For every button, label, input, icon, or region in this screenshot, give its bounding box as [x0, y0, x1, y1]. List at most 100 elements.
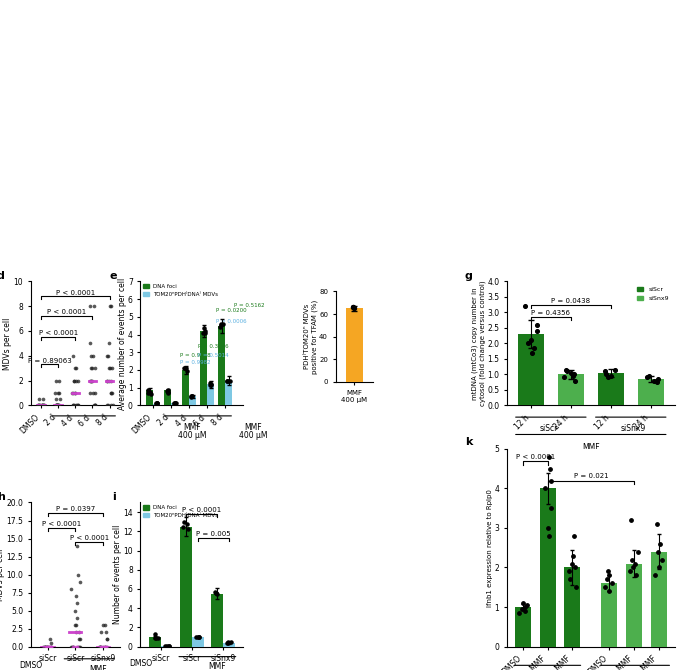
Point — [531, 320, 542, 330]
Bar — [346, 308, 363, 382]
Point — [95, 641, 106, 652]
Point — [562, 366, 573, 377]
Text: P < 0.0001: P < 0.0001 — [70, 535, 109, 541]
Point — [95, 641, 106, 652]
Point — [522, 600, 533, 610]
Point — [42, 641, 53, 652]
Point — [569, 562, 580, 573]
Point — [544, 452, 555, 462]
Bar — [540, 488, 556, 647]
Point — [68, 350, 79, 361]
Point — [38, 400, 49, 411]
Point — [514, 608, 525, 618]
Point — [45, 641, 55, 652]
Point — [86, 362, 97, 373]
Point — [45, 641, 55, 652]
Point — [193, 632, 204, 643]
Point — [86, 350, 97, 361]
Point — [656, 554, 667, 565]
Bar — [219, 326, 225, 405]
Point — [601, 369, 612, 380]
Text: 400 μM: 400 μM — [577, 452, 605, 462]
Point — [652, 546, 663, 557]
Point — [71, 598, 82, 608]
Point — [142, 385, 153, 395]
Point — [103, 350, 114, 361]
Point — [186, 391, 197, 401]
Point — [69, 387, 80, 398]
Text: MMF: MMF — [209, 663, 226, 670]
Point — [566, 558, 577, 569]
Point — [106, 387, 117, 398]
Text: siScr: siScr — [540, 424, 558, 433]
Text: DMSO: DMSO — [129, 659, 152, 668]
Text: d: d — [0, 271, 5, 281]
Point — [654, 539, 665, 549]
Point — [600, 582, 611, 592]
Point — [520, 606, 531, 616]
Point — [206, 379, 217, 390]
Point — [41, 641, 52, 652]
Point — [101, 641, 112, 652]
Point — [169, 397, 179, 408]
Point — [45, 641, 56, 652]
Text: h: h — [0, 492, 5, 502]
Legend: DNA foci, TOM20ⁿPDH⁾DNA⁾ MDVs: DNA foci, TOM20ⁿPDH⁾DNA⁾ MDVs — [143, 505, 219, 518]
Text: P < 0.0001: P < 0.0001 — [182, 507, 221, 513]
Point — [86, 375, 97, 386]
Point — [53, 400, 64, 411]
Point — [186, 391, 197, 401]
Point — [225, 637, 236, 648]
Point — [51, 400, 62, 411]
Point — [68, 375, 79, 386]
Point — [170, 398, 181, 409]
Point — [602, 372, 613, 383]
Bar — [515, 607, 531, 647]
Point — [222, 376, 233, 387]
Point — [89, 301, 100, 312]
Point — [152, 398, 163, 409]
Text: MMF: MMF — [89, 665, 106, 670]
Point — [72, 540, 83, 551]
Point — [40, 641, 51, 652]
Point — [216, 320, 227, 330]
Point — [105, 301, 116, 312]
Text: P = 0.3176: P = 0.3176 — [198, 344, 229, 348]
Point — [86, 375, 97, 386]
Bar — [225, 381, 232, 405]
Point — [602, 566, 613, 577]
Bar — [558, 375, 584, 405]
Point — [66, 641, 77, 652]
Text: P < 0.0001: P < 0.0001 — [47, 310, 86, 316]
Point — [101, 627, 112, 638]
Point — [98, 620, 109, 630]
Text: siSnx9: siSnx9 — [620, 424, 645, 433]
Point — [45, 634, 55, 645]
Point — [103, 375, 114, 386]
Text: P = 0.4356: P = 0.4356 — [532, 310, 571, 316]
Point — [199, 328, 210, 339]
Point — [205, 378, 216, 389]
Point — [349, 303, 360, 314]
Point — [100, 620, 111, 630]
Point — [40, 641, 51, 652]
Point — [160, 641, 171, 651]
Point — [558, 372, 569, 383]
Point — [39, 641, 50, 652]
Text: P = 0.005: P = 0.005 — [196, 531, 231, 537]
Point — [525, 335, 536, 346]
Point — [96, 641, 107, 652]
Text: P = 0.89063: P = 0.89063 — [28, 358, 71, 364]
Point — [39, 641, 50, 652]
Point — [67, 400, 78, 411]
Point — [150, 398, 161, 409]
Point — [66, 584, 77, 594]
Point — [53, 400, 64, 411]
Bar — [146, 391, 153, 405]
Point — [51, 375, 62, 386]
Point — [73, 641, 84, 652]
Point — [107, 400, 118, 411]
Point — [70, 627, 81, 638]
Point — [105, 400, 116, 411]
Point — [152, 633, 163, 644]
